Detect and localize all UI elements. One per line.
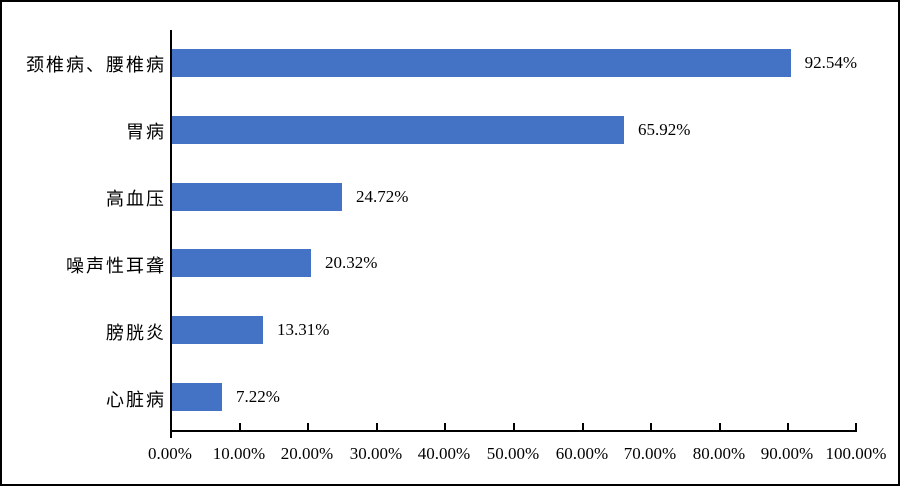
category-label: 膀胱炎 xyxy=(106,322,166,343)
bar xyxy=(172,316,263,345)
x-tick-label: 60.00% xyxy=(555,444,609,463)
bar-value-label: 7.22% xyxy=(236,386,280,406)
x-tick-label: 90.00% xyxy=(760,444,814,463)
bar-row: 65.92% xyxy=(172,97,857,164)
bar-row: 24.72% xyxy=(172,163,857,230)
x-tick-mark xyxy=(376,423,378,430)
x-tick-mark xyxy=(787,423,789,430)
category-label: 胃病 xyxy=(126,121,166,142)
x-tick-mark xyxy=(307,423,309,430)
x-tick-label: 70.00% xyxy=(623,444,677,463)
bar-row: 92.54% xyxy=(172,30,857,97)
bar-row: 20.32% xyxy=(172,230,857,297)
x-tick-label: 30.00% xyxy=(349,444,403,463)
category-label: 心脏病 xyxy=(106,389,166,410)
x-tick-label: 20.00% xyxy=(280,444,334,463)
x-tick-label: 80.00% xyxy=(692,444,746,463)
x-tick-label: 40.00% xyxy=(417,444,471,463)
category-label: 噪声性耳聋 xyxy=(66,255,166,276)
x-tick-mark xyxy=(719,423,721,430)
bar xyxy=(172,182,342,211)
bar xyxy=(172,249,311,278)
category-axis-tick xyxy=(170,432,172,438)
x-tick-mark xyxy=(444,423,446,430)
bar xyxy=(172,49,791,78)
bar-value-label: 92.54% xyxy=(804,53,857,73)
bar-value-label: 13.31% xyxy=(277,320,330,340)
bar-row: 13.31% xyxy=(172,297,857,364)
x-tick-mark xyxy=(239,423,241,430)
x-tick-label: 10.00% xyxy=(212,444,266,463)
category-axis-labels: 颈椎病、腰椎病胃病高血压噪声性耳聋膀胱炎心脏病 xyxy=(2,30,166,432)
bar-row: 7.22% xyxy=(172,363,857,430)
bar-value-label: 20.32% xyxy=(325,253,378,273)
category-label: 颈椎病、腰椎病 xyxy=(26,54,166,75)
bar-value-label: 24.72% xyxy=(356,186,409,206)
x-tick-label: 50.00% xyxy=(486,444,540,463)
x-tick-mark xyxy=(582,423,584,430)
x-tick-mark xyxy=(855,423,857,430)
bar xyxy=(172,116,624,144)
x-tick-mark xyxy=(513,423,515,430)
x-tick-mark xyxy=(650,423,652,430)
bar xyxy=(172,382,222,411)
bar-rows: 92.54% 65.92% 24.72% 20.32% 13.31% 7.22% xyxy=(172,30,857,430)
category-label: 高血压 xyxy=(106,188,166,209)
bar-value-label: 65.92% xyxy=(638,120,691,139)
x-tick-label: 0.00% xyxy=(148,444,192,463)
x-tick-label: 100.00% xyxy=(825,444,887,463)
plot-area: 92.54% 65.92% 24.72% 20.32% 13.31% 7.22% xyxy=(170,30,857,432)
